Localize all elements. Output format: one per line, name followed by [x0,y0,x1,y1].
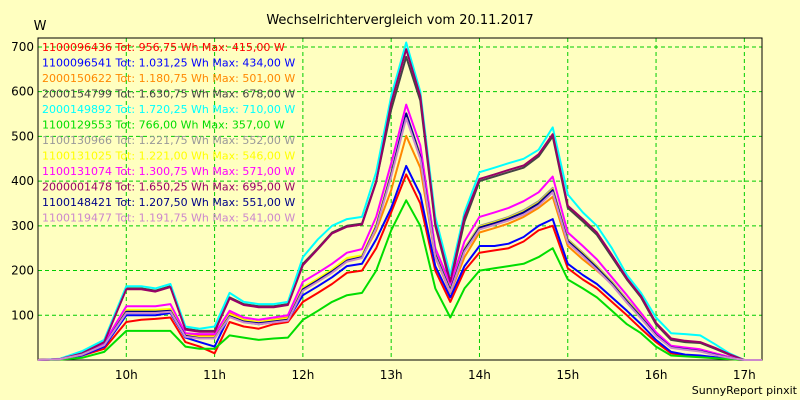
series-line [37,117,762,361]
series-line [37,48,762,361]
legend-entry: 1100096436 Tot: 956,75 Wh Max: 415,00 W [42,41,285,54]
y-tick-label: 300 [11,219,34,233]
series-line [37,103,762,361]
x-tick-label: 13h [380,368,403,382]
y-tick-label: 500 [11,129,34,143]
x-tick-label: 12h [291,368,314,382]
series-line [37,41,762,361]
x-tick-label: 16h [645,368,668,382]
legend-entry: 1100148421 Tot: 1.207,50 Wh Max: 551,00 … [42,196,295,209]
y-tick-label: 200 [11,264,34,278]
legend-entry: 2000149892 Tot: 1.720,25 Wh Max: 710,00 … [42,103,295,116]
x-tick-label: 14h [468,368,491,382]
legend-entry: 2000154799 Tot: 1.630,75 Wh Max: 678,00 … [42,88,295,101]
x-tick-label: 10h [115,368,138,382]
x-tick-label: 15h [556,368,579,382]
series-line [37,173,762,361]
y-tick-label: 400 [11,174,34,188]
legend-entry: 1100129553 Tot: 766,00 Wh Max: 357,00 W [42,119,285,132]
legend-entry: 2000150622 Tot: 1.180,75 Wh Max: 501,00 … [42,72,295,85]
legend-entry: 1100130966 Tot: 1.221,75 Wh Max: 552,00 … [42,134,295,147]
legend-entry: 1100096541 Tot: 1.031,25 Wh Max: 434,00 … [42,57,295,70]
legend-entry: 1100131025 Tot: 1.221,00 Wh Max: 546,00 … [42,150,295,163]
legend-entry: 2000001478 Tot: 1.650,25 Wh Max: 695,00 … [42,181,295,194]
y-tick-label: 100 [11,308,34,322]
x-tick-label: 17h [733,368,756,382]
y-tick-label: 700 [11,40,34,54]
plot-frame [37,37,763,361]
series-line [37,199,762,361]
plot-area: 100 200 300 400 500 600 700 10h 11h 12h 13h 14h 15h 1… [11,37,763,382]
legend: 1100096436 Tot: 956,75 Wh Max: 415,00 W 1… [42,41,295,225]
y-axis-label: W [34,19,47,34]
footer-credit: SunnyReport pinxit [692,384,798,397]
y-tick-label: 600 [11,85,34,99]
legend-entry: 1100119477 Tot: 1.191,75 Wh Max: 541,00 … [42,212,295,225]
x-tick-label: 11h [203,368,226,382]
legend-entry: 1100131074 Tot: 1.300,75 Wh Max: 571,00 … [42,165,295,178]
chart-title: Wechselrichtervergleich vom 20.11.2017 [266,13,533,28]
